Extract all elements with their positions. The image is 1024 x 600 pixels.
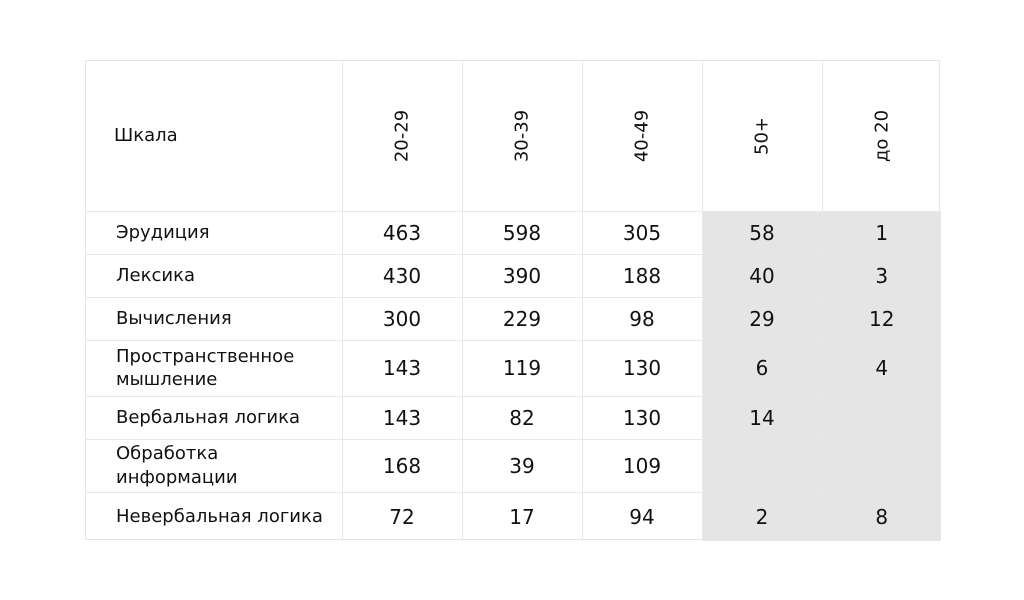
table-cell [821, 438, 941, 493]
row-label: Вербальная логика [86, 395, 343, 440]
table-row: Эрудиция 463 598 305 58 1 [86, 210, 941, 255]
table-cell: 82 [461, 395, 583, 440]
table-cell: 130 [581, 395, 703, 440]
table-row: Лексика 430 390 188 40 3 [86, 253, 941, 298]
row-label: Вычисления [86, 296, 343, 341]
column-header-age-20-29: 20-29 [341, 61, 463, 212]
table-cell: 72 [341, 491, 463, 541]
row-label: Обработка информации [86, 438, 343, 493]
table-row: Обработка информации 168 39 109 [86, 438, 941, 493]
table-cell: 2 [701, 491, 823, 541]
table-cell: 143 [341, 339, 463, 397]
column-header-label: до 20 [871, 109, 893, 162]
table-cell: 4 [821, 339, 941, 397]
table-cell [821, 395, 941, 440]
table-cell: 98 [581, 296, 703, 341]
column-header-age-30-39: 30-39 [461, 61, 583, 212]
table-cell: 94 [581, 491, 703, 541]
table-cell: 58 [701, 210, 823, 255]
table-cell: 143 [341, 395, 463, 440]
table-cell: 463 [341, 210, 463, 255]
table-cell: 1 [821, 210, 941, 255]
column-header-label: 50+ [751, 116, 773, 155]
age-scale-table: Шкала 20-29 30-39 40-49 50+ до 20 [85, 60, 941, 541]
table-cell: 390 [461, 253, 583, 298]
column-header-label: 20-29 [391, 109, 413, 162]
table-cell: 109 [581, 438, 703, 493]
table-row: Вербальная логика 143 82 130 14 [86, 395, 941, 440]
table-cell: 29 [701, 296, 823, 341]
column-header-scale: Шкала [86, 61, 343, 212]
table-cell: 130 [581, 339, 703, 397]
table-cell: 39 [461, 438, 583, 493]
table-cell: 229 [461, 296, 583, 341]
table-cell: 8 [821, 491, 941, 541]
column-header-age-40-49: 40-49 [581, 61, 703, 212]
table-cell: 430 [341, 253, 463, 298]
table-cell: 12 [821, 296, 941, 341]
column-header-label: 30-39 [511, 109, 533, 162]
row-label: Пространственное мышление [86, 339, 343, 397]
table-cell: 17 [461, 491, 583, 541]
table-cell: 3 [821, 253, 941, 298]
table-row: Пространственное мышление 143 119 130 6 … [86, 339, 941, 397]
header-row: Шкала 20-29 30-39 40-49 50+ до 20 [86, 61, 941, 212]
table-cell: 119 [461, 339, 583, 397]
table-cell: 168 [341, 438, 463, 493]
table-cell: 188 [581, 253, 703, 298]
table-cell [701, 438, 823, 493]
table-cell: 6 [701, 339, 823, 397]
table-cell: 598 [461, 210, 583, 255]
table-cell: 305 [581, 210, 703, 255]
column-header-age-under-20: до 20 [821, 61, 941, 212]
column-header-label: 40-49 [631, 109, 653, 162]
table-cell: 14 [701, 395, 823, 440]
table-cell: 300 [341, 296, 463, 341]
row-label: Невербальная логика [86, 491, 343, 541]
table-cell: 40 [701, 253, 823, 298]
table-row: Вычисления 300 229 98 29 12 [86, 296, 941, 341]
data-table: Шкала 20-29 30-39 40-49 50+ до 20 [86, 61, 941, 541]
table-row: Невербальная логика 72 17 94 2 8 [86, 491, 941, 541]
column-header-age-50-plus: 50+ [701, 61, 823, 212]
row-label: Эрудиция [86, 210, 343, 255]
row-label: Лексика [86, 253, 343, 298]
